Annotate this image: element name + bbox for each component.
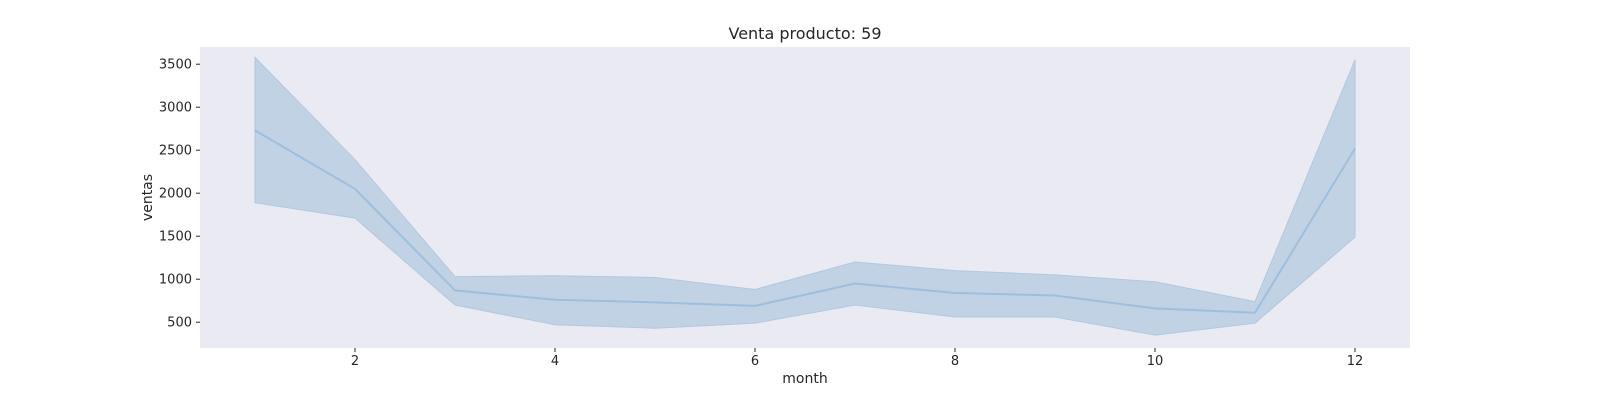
y-axis-ticks: 500 1000 1500 2000 2500 3000 3500 [159, 58, 200, 331]
data-point [854, 283, 856, 285]
x-axis-label: month [782, 371, 827, 387]
x-tick-label: 12 [1347, 354, 1364, 369]
data-point [254, 129, 256, 131]
series-line [254, 129, 1356, 314]
data-point [354, 188, 356, 190]
confidence-band-layer [254, 56, 1356, 336]
y-tick-label: 500 [167, 316, 192, 331]
y-tick-label: 3000 [159, 101, 192, 116]
confidence-band [254, 56, 1356, 336]
x-tick-label: 8 [951, 354, 959, 369]
y-axis-label: ventas [140, 174, 156, 221]
y-tick-label: 1500 [159, 230, 192, 245]
x-axis-ticks: 2 4 6 8 10 12 [351, 348, 1363, 369]
y-tick-label: 1000 [159, 273, 192, 288]
y-tick-label: 2000 [159, 187, 192, 202]
y-tick-label: 2500 [159, 144, 192, 159]
data-point [1054, 295, 1056, 297]
series-line-layer [254, 129, 1356, 314]
x-tick-label: 4 [551, 354, 559, 369]
data-point [1354, 148, 1356, 150]
chart-title: Venta producto: 59 [728, 24, 881, 43]
data-point [554, 299, 556, 301]
x-tick-label: 2 [351, 354, 359, 369]
data-point [1154, 307, 1156, 309]
x-tick-label: 6 [751, 354, 759, 369]
data-point [1254, 312, 1256, 314]
data-point [654, 301, 656, 303]
x-tick-label: 10 [1147, 354, 1164, 369]
data-point [954, 292, 956, 294]
data-point [454, 289, 456, 291]
y-tick-label: 3500 [159, 58, 192, 73]
data-point [754, 305, 756, 307]
